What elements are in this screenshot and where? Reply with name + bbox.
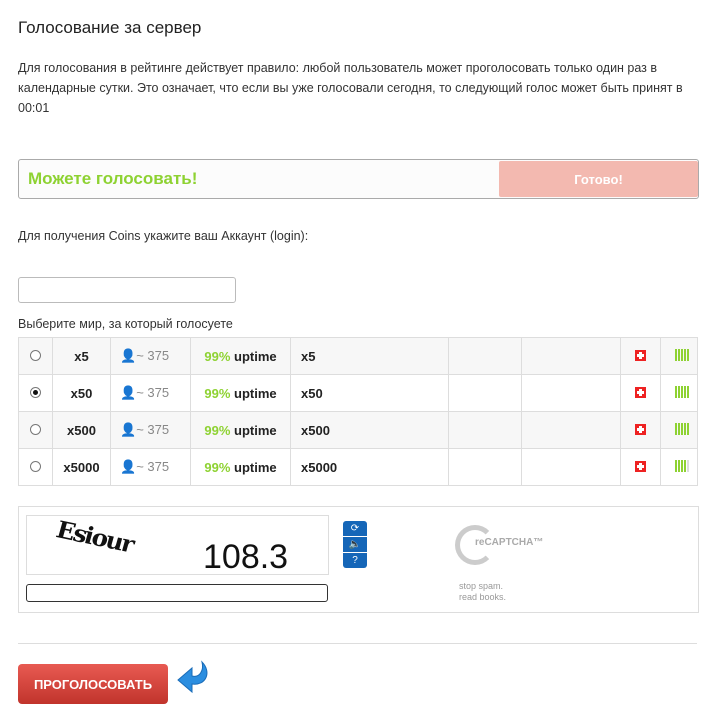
refresh-icon[interactable]: ⟳ [343,521,367,536]
world-row[interactable]: x500 👤~ 375 99% uptime x500 [18,411,698,449]
signal-bar [678,459,680,472]
divider [18,643,697,644]
page-title: Голосование за сервер [18,18,202,37]
ready-button[interactable]: Готово! [499,161,698,197]
signal-bar [678,385,680,398]
world-desc: x50 [290,374,449,412]
signal-bar [681,385,683,398]
uptime-label: uptime [234,459,277,475]
signal-bar [687,348,689,361]
signal-bars [660,374,698,412]
recaptcha-brand: reCAPTCHA™ [475,537,544,548]
signal-bar [684,459,686,472]
signal-bar [681,422,683,435]
uptime-label: uptime [234,348,277,364]
user-icon: 👤 [120,385,137,400]
world-radio[interactable] [30,460,41,472]
captcha-image: Esiour 108.3 [26,515,329,575]
signal-bars [660,337,698,375]
help-icon[interactable]: ? [343,553,367,568]
signal-bar [684,385,686,398]
user-icon: 👤 [120,459,137,474]
audio-icon[interactable]: 🔈 [343,537,367,552]
world-desc: x5 [290,337,449,375]
online-count: ~ 375 [136,459,170,474]
world-row[interactable]: x50 👤~ 375 99% uptime x50 [18,374,698,412]
tagline-2: read books. [459,592,507,602]
signal-bar [675,348,677,361]
world-name: x5000 [52,448,111,486]
online-count: ~ 375 [136,385,170,400]
signal-bar [678,348,680,361]
world-table: x5 👤~ 375 99% uptime x5 x50 👤~ 375 99% u… [18,337,698,486]
signal-bar [675,385,677,398]
uptime-percent: 99% [204,385,231,401]
captcha-number: 108.3 [203,538,289,575]
world-radio[interactable] [30,386,41,398]
world-desc: x500 [290,411,449,449]
uptime-percent: 99% [204,422,231,438]
user-icon: 👤 [120,422,137,437]
world-radio[interactable] [30,349,41,361]
vote-button[interactable]: ПРОГОЛОСОВАТЬ [18,664,168,704]
signal-bar [684,348,686,361]
world-radio[interactable] [30,423,41,435]
signal-bar [681,459,683,472]
signal-bars [660,448,698,486]
tagline-1: stop spam. [459,581,504,591]
login-input[interactable] [18,277,236,303]
world-name: x5 [52,337,111,375]
uptime-percent: 99% [204,459,231,475]
swiss-flag-icon [635,349,646,361]
world-name: x500 [52,411,111,449]
captcha-word: Esiour [56,515,133,559]
uptime-label: uptime [234,422,277,438]
world-row[interactable]: x5 👤~ 375 99% uptime x5 [18,337,698,375]
vote-status-bar: Можете голосовать! Готово! [18,159,699,199]
swiss-flag-icon [635,386,646,398]
voting-rules: Для голосования в рейтинге действует пра… [18,61,683,115]
world-desc: x5000 [290,448,449,486]
signal-bar [687,385,689,398]
signal-bar [681,348,683,361]
world-row[interactable]: x5000 👤~ 375 99% uptime x5000 [18,448,698,486]
signal-bar [684,422,686,435]
signal-bar [675,422,677,435]
signal-bar [687,459,689,472]
recaptcha-tagline: stop spam. read books. [459,581,506,603]
signal-bars [660,411,698,449]
online-count: ~ 375 [136,422,170,437]
signal-bar [687,422,689,435]
swiss-flag-icon [635,423,646,435]
signal-bar [678,422,680,435]
recaptcha: Esiour 108.3 ⟳ 🔈 ? reCAPTCHA™ stop spam.… [18,506,699,613]
uptime-label: uptime [234,385,277,401]
uptime-percent: 99% [204,348,231,364]
status-message: Можете голосовать! [28,169,198,188]
world-name: x50 [52,374,111,412]
signal-bar [675,459,677,472]
swiss-flag-icon [635,460,646,472]
recaptcha-logo-icon [455,525,495,565]
arrow-left-icon [177,660,208,694]
captcha-input[interactable] [26,584,328,602]
online-count: ~ 375 [136,348,170,363]
login-label: Для получения Coins укажите ваш Аккаунт … [18,229,309,243]
user-icon: 👤 [120,348,137,363]
world-label: Выберите мир, за который голосуете [18,317,233,331]
